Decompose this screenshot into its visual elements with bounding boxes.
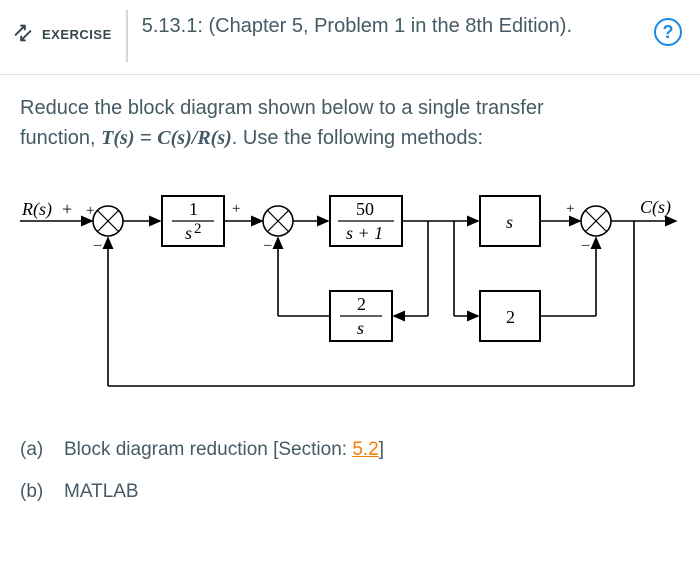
input-label: R(s) [21,199,52,220]
block-g3: s [480,196,540,246]
exercise-badge: EXERCISE [12,10,112,47]
summing-junction-2 [263,206,293,236]
output-label: C(s) [640,197,671,218]
prompt-line1: Reduce the block diagram shown below to … [20,97,544,119]
svg-text:2: 2 [357,294,366,314]
svg-text:–: – [93,237,102,253]
svg-text:2: 2 [194,221,202,237]
svg-text:1: 1 [189,199,198,219]
summing-junction-3 [581,206,611,236]
block-g1: 1 s 2 [162,196,224,246]
section-link[interactable]: 5.2 [352,439,378,460]
exercise-header: EXERCISE 5.13.1: (Chapter 5, Problem 1 i… [0,0,700,75]
part-b-label: (b) [20,471,48,513]
svg-text:+: + [566,201,574,217]
exercise-label: EXERCISE [42,27,112,42]
block-diagram: R(s) + + – 1 s 2 + [20,171,680,411]
svg-text:s + 1: s + 1 [346,223,383,243]
question-parts: (a) Block diagram reduction [Section: 5.… [20,429,680,513]
svg-text:2: 2 [506,307,515,327]
header-divider [126,10,128,62]
part-b-text: MATLAB [64,471,139,513]
tf-num: C(s) [157,127,191,149]
prompt-line2b: . Use the following methods: [232,127,483,149]
svg-text:+: + [62,199,72,219]
problem-prompt: Reduce the block diagram shown below to … [20,93,680,153]
svg-text:+: + [86,203,94,219]
svg-text:s: s [506,212,513,232]
prompt-line2a: function, [20,127,101,149]
svg-text:50: 50 [356,199,374,219]
summing-junction-1 [93,206,123,236]
svg-text:s: s [357,318,364,338]
tf-eq: = [135,127,158,149]
arrows-icon [12,22,34,47]
svg-text:–: – [581,237,590,253]
part-a-text: Block diagram reduction [Section: 5.2] [64,429,384,471]
block-g2: 50 s + 1 [330,196,402,246]
part-a-label: (a) [20,429,48,471]
part-b: (b) MATLAB [20,471,680,513]
exercise-title: 5.13.1: (Chapter 5, Problem 1 in the 8th… [142,10,640,40]
tf-lhs: T(s) [101,127,134,149]
svg-text:–: – [263,237,272,253]
exercise-body: Reduce the block diagram shown below to … [0,75,700,523]
block-h2: 2 [480,291,540,341]
svg-text:+: + [232,201,240,217]
tf-den: R(s) [197,127,231,149]
svg-text:s: s [185,223,192,243]
help-icon[interactable]: ? [654,18,682,46]
block-h1: 2 s [330,291,392,341]
part-a: (a) Block diagram reduction [Section: 5.… [20,429,680,471]
